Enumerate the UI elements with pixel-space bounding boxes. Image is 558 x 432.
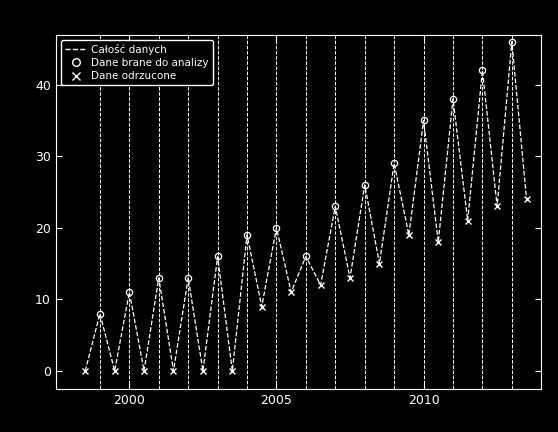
Legend: Całość danych, Dane brane do analizy, Dane odrzucone: Całość danych, Dane brane do analizy, Da… [61,40,213,86]
